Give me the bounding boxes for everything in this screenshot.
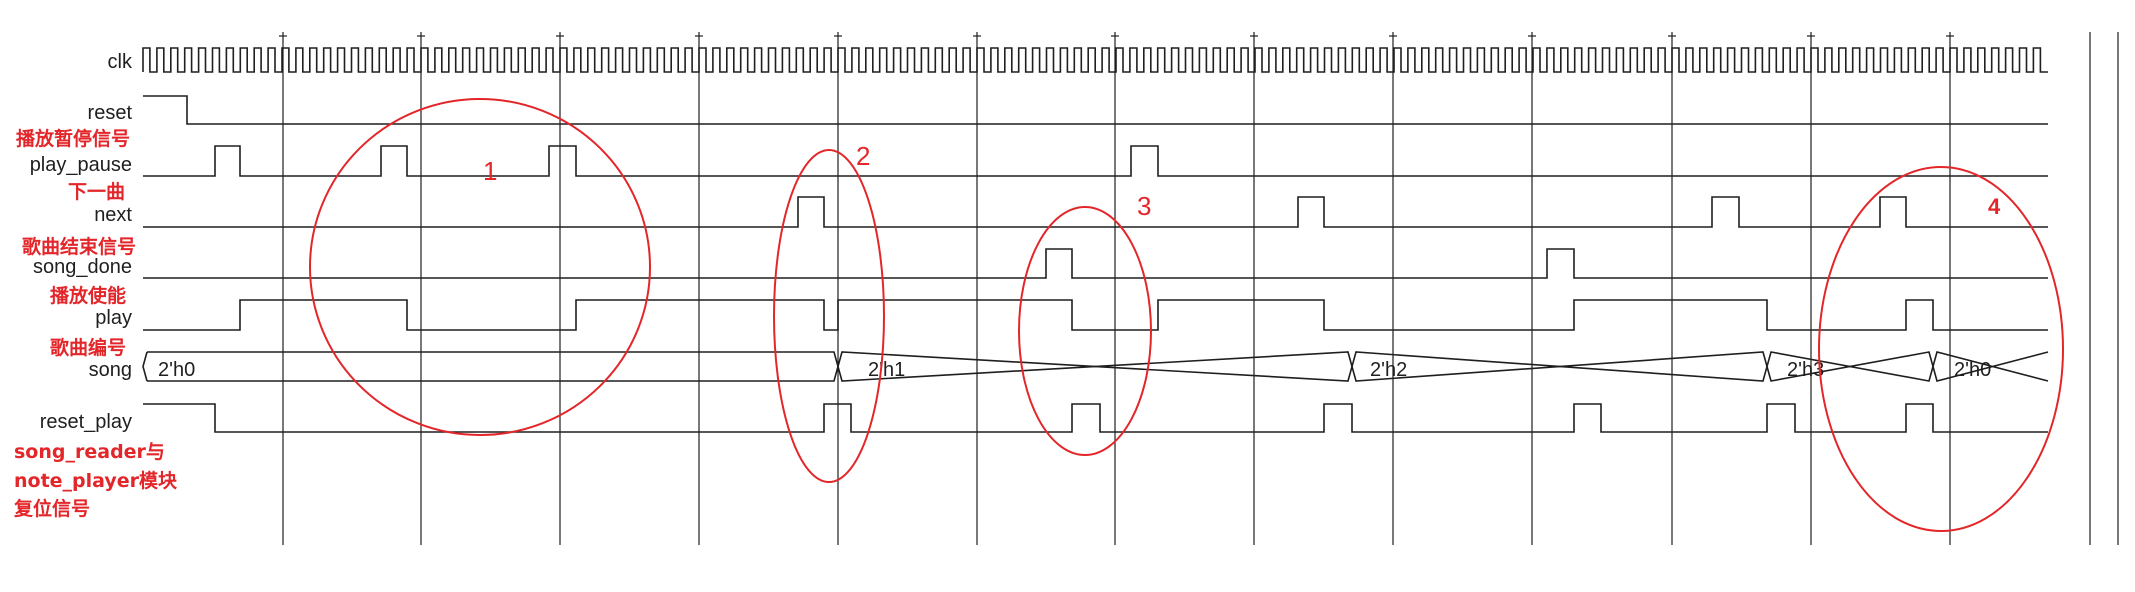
- song-bus-bottom: [147, 351, 2049, 382]
- song-done-waveform: [143, 248, 2048, 279]
- next-waveform: [143, 196, 2048, 228]
- song-value-0: 2'h0: [158, 359, 195, 381]
- annotation-number-3: 3: [1137, 191, 1151, 221]
- reset-play-waveform: [143, 403, 2048, 433]
- waveforms: [142, 47, 2049, 433]
- play-signal-label: play: [95, 307, 132, 329]
- next-signal-label: next: [94, 204, 132, 226]
- song-value-3: 2'h3: [1787, 359, 1824, 381]
- song-description: 歌曲编号: [50, 336, 126, 359]
- play-description: 播放使能: [50, 284, 126, 307]
- clk-signal-label: clk: [108, 51, 133, 73]
- song-value-4: 2'h0: [1954, 359, 1991, 381]
- annotation-ellipse-1: [309, 98, 651, 436]
- annotation-ellipse-2: [773, 149, 885, 483]
- annotation-ellipse-4: [1818, 166, 2064, 532]
- reset-play-signal-label: reset_play: [40, 411, 132, 433]
- clk-waveform: [142, 47, 2048, 73]
- annotation-number-1: 1: [483, 156, 497, 186]
- song-value-1: 2'h1: [868, 359, 905, 381]
- reset-signal-label: reset: [88, 102, 133, 124]
- song-signal-label: song: [89, 359, 132, 381]
- song-done-signal-label: song_done: [33, 256, 132, 278]
- play-waveform: [143, 299, 2048, 331]
- song-value-2: 2'h2: [1370, 359, 1407, 381]
- play-pause-signal-label: play_pause: [30, 154, 132, 176]
- song-bus-start: [142, 351, 148, 382]
- annotation-ellipse-3: [1018, 206, 1152, 456]
- annotation-number-4: 4: [1988, 194, 2001, 219]
- play-pause-description: 播放暂停信号: [16, 127, 130, 150]
- reset-waveform: [143, 95, 2048, 125]
- reset-description-line1: song_reader与: [14, 441, 165, 463]
- play-pause-waveform: [143, 145, 2048, 177]
- song-done-description: 歌曲结束信号: [22, 235, 136, 258]
- reset-description-line2: note_player模块: [14, 469, 178, 492]
- next-description: 下一曲: [68, 181, 125, 203]
- reset-description-line3: 复位信号: [13, 497, 90, 520]
- time-gridlines: [279, 32, 2119, 545]
- annotation-number-2: 2: [856, 141, 870, 171]
